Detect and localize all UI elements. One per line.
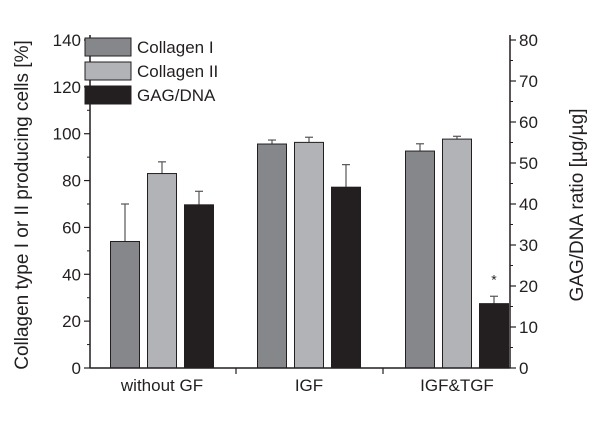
y-tick-label-right: 10 xyxy=(519,318,538,337)
bar-collagen-i xyxy=(405,150,435,369)
y-tick-label-left: 100 xyxy=(53,125,81,144)
y-tick-label-left: 80 xyxy=(62,172,81,191)
y-tick-label-left: 0 xyxy=(72,359,81,378)
y-tick-label-left: 20 xyxy=(62,312,81,331)
y-tick-label-left: 60 xyxy=(62,218,81,237)
y-tick-label-right: 80 xyxy=(519,31,538,50)
legend-swatch xyxy=(84,37,132,57)
legend-swatch xyxy=(84,85,132,105)
bar-collagen-ii xyxy=(294,141,324,369)
y-tick-label-right: 20 xyxy=(519,277,538,296)
y-tick-label-left: 40 xyxy=(62,265,81,284)
bar-collagen-i xyxy=(257,143,287,369)
y-tick-label-right: 60 xyxy=(519,113,538,132)
y-axis-label-right: GAG/DNA ratio [µg/µg] xyxy=(567,109,588,302)
significance-marker: * xyxy=(491,271,497,287)
legend-label: Collagen I xyxy=(137,38,214,57)
bar-collagen-ii xyxy=(442,138,472,369)
bar-collagen-i xyxy=(110,240,140,369)
y-tick-label-left: 120 xyxy=(53,78,81,97)
bar-gag-dna xyxy=(479,303,509,369)
x-tick-label: IGF&TGF xyxy=(420,376,494,395)
y-tick-label-right: 0 xyxy=(519,359,528,378)
y-tick-label-right: 70 xyxy=(519,72,538,91)
x-tick-label: IGF xyxy=(295,376,323,395)
bar-collagen-ii xyxy=(147,173,177,369)
x-tick-label: without GF xyxy=(120,376,203,395)
y-axis-label-left: Collagen type I or II producing cells [%… xyxy=(12,40,33,370)
y-tick-label-right: 50 xyxy=(519,154,538,173)
legend-label: GAG/DNA xyxy=(137,86,216,105)
legend-label: Collagen II xyxy=(137,62,218,81)
y-tick-label-left: 140 xyxy=(53,31,81,50)
y-tick-label-right: 40 xyxy=(519,195,538,214)
bar-gag-dna xyxy=(184,204,214,369)
y-tick-label-right: 30 xyxy=(519,236,538,255)
bar-gag-dna xyxy=(331,186,361,369)
legend-swatch xyxy=(84,61,132,81)
